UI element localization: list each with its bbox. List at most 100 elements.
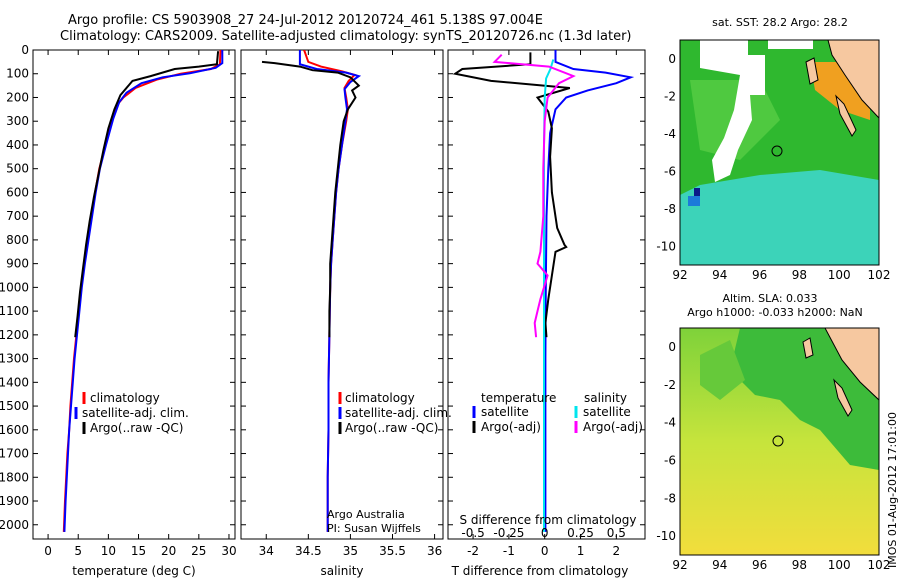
sst-cloud-mask [700,40,765,182]
sla-map-xtick-label-4: 100 [828,558,851,572]
difference-xtick-top-label-2: 0 [541,526,549,540]
sla-map-ytick-label-1: -2 [664,378,676,392]
depth-tick-label-10: 1000 [0,280,29,294]
sst-map-ytick-label-1: -2 [664,89,676,103]
difference-xtick-label-3: 1 [577,544,585,558]
depth-tick-label-6: 600 [6,185,29,199]
legend-label-temp-satellite: satellite [481,405,529,419]
sst-argo-marker [771,145,783,157]
difference-xtick-label-0: -2 [467,544,479,558]
salinity-xtick-label-0: 34 [259,544,274,558]
sla-map-title-line1: Altim. SLA: 0.033 [722,292,817,305]
figure-title-line2: Climatology: CARS2009. Satellite-adjuste… [60,29,632,44]
difference-xtick-label-4: 2 [613,544,621,558]
depth-tick-label-0: 0 [21,43,29,57]
temperature-series-1 [63,50,224,532]
sst-map-ytick-label-3: -6 [664,164,676,178]
sla-island-2 [833,378,853,417]
sst-map-image [680,40,879,265]
legend-label-sal-satellite: satellite [583,405,631,419]
temperature-panel-frame [32,49,236,540]
sst-island-2 [835,94,857,137]
sla-field-green-patch [700,340,745,400]
temperature-xtick-label-3: 15 [131,544,146,558]
sst-map-ytick-label-0: 0 [668,52,676,66]
annotation-pi-name: PI: Susan Wijffels [327,522,421,535]
legend-label-sal-argo: Argo(-adj) [583,420,643,434]
difference-xlabel-top: S difference from climatology [460,513,637,527]
imos-watermark: IMOS 01-Aug-2012 17:01:00 [886,412,899,568]
sla-map-xtick-label-3: 98 [792,558,807,572]
sst-map-xtick-label-4: 100 [828,268,851,282]
sla-argo-marker [772,435,784,447]
legend-label-climatology: climatology [90,391,160,405]
sst-map-ytick-label-5: -10 [656,239,676,253]
temperature-series-layer [62,50,224,532]
legend-label-temp-argo: Argo(-adj) [481,420,541,434]
difference-series-1 [452,52,571,338]
depth-tick-label-19: 1900 [0,494,29,508]
sst-map-xtick-label-2: 96 [752,268,767,282]
sst-pixel-blue [688,196,700,206]
legend-header-salinity: salinity [584,391,627,405]
legend-label-satellite-adj: satellite-adj. clim. [82,406,189,420]
legend-label-argo: Argo(..raw -QC) [90,421,183,435]
sla-map-title-line2: Argo h1000: -0.033 h2000: NaN [687,306,863,319]
difference-xtick-top-label-4: 0.5 [607,526,626,540]
sla-map-ytick-label-5: -10 [656,529,676,543]
depth-tick-label-16: 1600 [0,423,29,437]
temperature-xtick-label-5: 25 [191,544,206,558]
sla-map-ytick-label-3: -6 [664,453,676,467]
sla-land-sumatra [824,328,879,401]
temperature-legend: climatology satellite-adj. clim. Argo(..… [74,391,189,435]
annotation-argo-australia: Argo Australia [327,508,405,521]
legend-label-climatology: climatology [345,391,415,405]
depth-tick-label-20: 2000 [0,518,29,532]
sst-map-xtick-label-1: 94 [712,268,727,282]
salinity-panel-frame [240,49,444,540]
temperature-xtick-label-4: 20 [161,544,176,558]
depth-tick-label-8: 800 [6,233,29,247]
salinity-xtick-label-3: 35.5 [379,544,406,558]
salinity-series-1 [298,50,362,532]
sst-map-title: sat. SST: 28.2 Argo: 28.2 [712,16,848,29]
sla-map-ytick-label-0: 0 [668,340,676,354]
sla-map-image [680,328,879,555]
sla-map-frame [679,327,880,556]
depth-tick-label-7: 700 [6,209,29,223]
difference-legend: temperature salinity satellite Argo(-adj… [472,391,643,434]
sst-map-frame [679,39,880,266]
salinity-xtick-label-4: 36 [427,544,442,558]
depth-tick-label-3: 300 [6,114,29,128]
temperature-xtick-label-6: 30 [221,544,236,558]
sst-map-xtick-label-5: 102 [868,268,891,282]
salinity-xlabel: salinity [320,564,363,578]
temperature-series-0 [62,50,222,532]
difference-xlabel-bottom: T difference from climatology [451,564,629,578]
sla-map-xtick-label-1: 94 [712,558,727,572]
difference-series-3 [492,53,576,338]
sst-map-ytick-label-2: -4 [664,127,676,141]
sst-map-ytick-label-4: -8 [664,202,676,216]
sst-pixel-dark [694,188,700,196]
depth-tick-label-17: 1700 [0,447,29,461]
temperature-xtick-label-0: 0 [44,544,52,558]
salinity-legend: climatology satellite-adj. clim. Argo(..… [327,391,452,535]
depth-tick-label-1: 100 [6,67,29,81]
difference-series-0 [544,50,635,532]
axis-ticks-layer: 0 5 10 15 20 25 30 34 34.5 35 35.5 36 -2 -1 0 1 2-0.5 -0.… [0,43,890,572]
legend-header-temperature: temperature [481,391,556,405]
difference-xtick-label-1: -1 [503,544,515,558]
difference-series-layer [452,50,635,532]
difference-xtick-top-label-1: -0.25 [493,526,524,540]
depth-tick-label-5: 500 [6,162,29,176]
sla-map-ytick-label-2: -4 [664,416,676,430]
difference-panel-frame [447,49,646,540]
depth-tick-label-12: 1200 [0,328,29,342]
sst-cloud-mask-top [768,40,813,49]
legend-label-satellite-adj: satellite-adj. clim. [345,406,452,420]
temperature-xtick-label-1: 5 [74,544,82,558]
depth-tick-label-4: 400 [6,138,29,152]
salinity-xtick-label-1: 34.5 [295,544,322,558]
